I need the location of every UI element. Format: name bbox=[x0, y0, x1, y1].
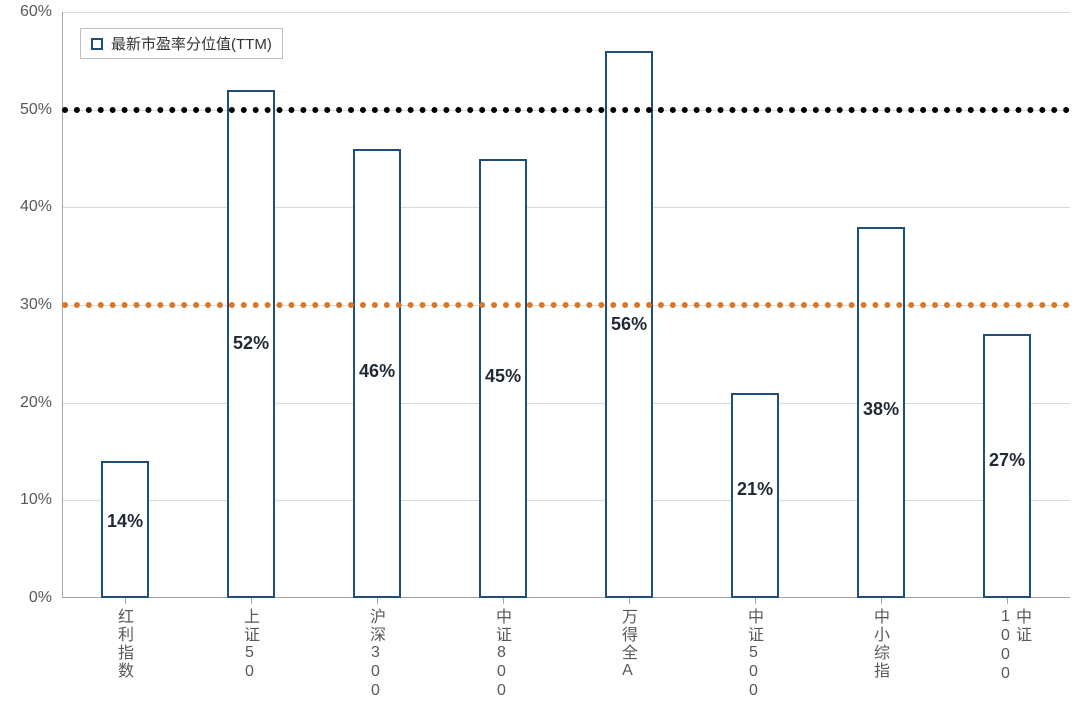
x-tick-mark bbox=[755, 598, 756, 604]
bar-value-label: 56% bbox=[605, 314, 653, 335]
gridline bbox=[62, 403, 1070, 404]
bar-value-label: 14% bbox=[101, 511, 149, 532]
y-tick-label: 40% bbox=[0, 198, 52, 216]
x-tick-mark bbox=[503, 598, 504, 604]
pe-percentile-bar-chart: 14% 52% 46% 45% 56% 21% 38% 27% 0% 10% 20% 30% 40% 5… bbox=[0, 0, 1080, 719]
x-axis-line bbox=[62, 597, 1070, 598]
gridline bbox=[62, 12, 1070, 13]
x-tick-label: 万得全A bbox=[619, 608, 635, 681]
bar-value-label: 27% bbox=[983, 450, 1031, 471]
x-tick-mark bbox=[629, 598, 630, 604]
x-tick-mark bbox=[377, 598, 378, 604]
bar-value-label: 46% bbox=[353, 361, 401, 382]
gridline bbox=[62, 500, 1070, 501]
y-tick-label: 10% bbox=[0, 491, 52, 509]
x-tick-mark bbox=[125, 598, 126, 604]
gridline bbox=[62, 207, 1070, 208]
x-tick-label: 上证50 bbox=[241, 608, 257, 682]
bar-value-label: 38% bbox=[857, 399, 905, 420]
x-tick-label: 中证500 bbox=[745, 608, 761, 701]
x-tick-mark bbox=[1007, 598, 1008, 604]
y-tick-label: 50% bbox=[0, 101, 52, 119]
x-tick-label: 中证1000 bbox=[997, 608, 1029, 719]
x-tick-label: 中证800 bbox=[493, 608, 509, 701]
bar-value-label: 52% bbox=[227, 333, 275, 354]
legend: 最新市盈率分位值(TTM) bbox=[80, 28, 283, 59]
x-tick-mark bbox=[251, 598, 252, 604]
x-tick-label: 沪深300 bbox=[367, 608, 383, 701]
y-tick-label: 0% bbox=[0, 589, 52, 607]
y-tick-label: 60% bbox=[0, 3, 52, 21]
x-tick-mark bbox=[881, 598, 882, 604]
bar-value-label: 45% bbox=[479, 366, 527, 387]
reference-line bbox=[62, 302, 1070, 308]
y-tick-label: 20% bbox=[0, 394, 52, 412]
x-tick-label: 红利指数 bbox=[115, 608, 131, 680]
plot-area: 14% 52% 46% 45% 56% 21% 38% 27% bbox=[62, 12, 1070, 598]
legend-swatch bbox=[91, 38, 103, 50]
legend-label: 最新市盈率分位值(TTM) bbox=[111, 33, 272, 54]
y-tick-label: 30% bbox=[0, 296, 52, 314]
reference-line bbox=[62, 107, 1070, 113]
x-tick-label: 中小综指 bbox=[871, 608, 887, 680]
bar-value-label: 21% bbox=[731, 479, 779, 500]
